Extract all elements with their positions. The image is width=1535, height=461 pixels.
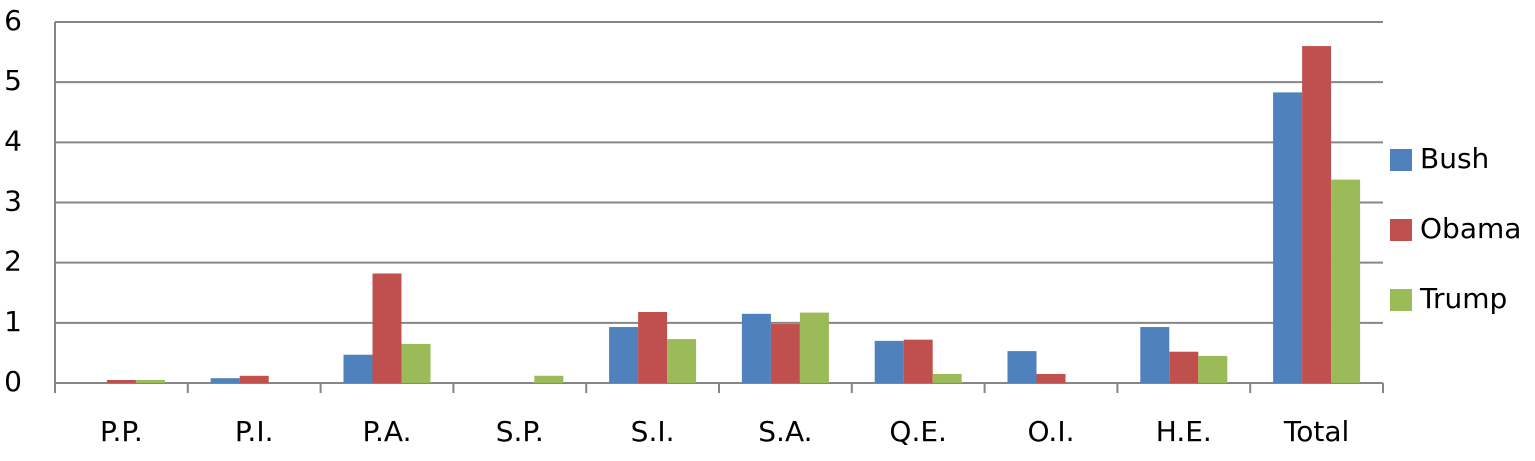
bar xyxy=(1302,46,1332,384)
legend-label: Obama xyxy=(1420,212,1521,245)
bar xyxy=(874,340,904,383)
x-tick-label: Q.E. xyxy=(889,415,947,448)
y-tick-label: 0 xyxy=(4,365,22,398)
bar xyxy=(401,343,431,383)
bar xyxy=(135,379,165,383)
x-tick-label: H.E. xyxy=(1156,415,1212,448)
bar xyxy=(239,375,269,383)
bar xyxy=(1140,327,1170,383)
y-tick-label: 1 xyxy=(4,305,22,338)
x-tick-label: S.I. xyxy=(631,415,675,448)
bar xyxy=(534,375,564,383)
x-tick-label: O.I. xyxy=(1028,415,1075,448)
bar xyxy=(667,339,697,383)
legend-label: Trump xyxy=(1419,282,1507,315)
y-tick-label: 2 xyxy=(4,245,22,278)
bar xyxy=(1169,351,1199,383)
x-tick-label: P.P. xyxy=(100,415,143,448)
legend-swatch xyxy=(1390,149,1412,171)
bar xyxy=(343,354,373,383)
x-tick-label: S.P. xyxy=(496,415,544,448)
bar xyxy=(903,339,933,383)
x-tick-label: P.A. xyxy=(363,415,412,448)
bar xyxy=(106,379,136,383)
legend-swatch xyxy=(1390,219,1412,241)
bar xyxy=(1007,351,1037,383)
bar xyxy=(638,312,668,383)
x-tick-label: P.I. xyxy=(235,415,274,448)
x-tick-label: Total xyxy=(1283,415,1349,448)
bar xyxy=(799,312,829,383)
legend-label: Bush xyxy=(1420,142,1489,175)
bar xyxy=(932,373,962,383)
bar xyxy=(741,313,771,383)
x-tick-label: S.A. xyxy=(758,415,812,448)
bar xyxy=(1331,179,1361,383)
y-tick-label: 5 xyxy=(4,64,22,97)
legend-swatch xyxy=(1390,289,1412,311)
y-tick-label: 3 xyxy=(4,185,22,218)
bar xyxy=(1273,92,1303,384)
bar xyxy=(372,273,402,383)
bar xyxy=(770,324,800,383)
bar xyxy=(210,378,240,383)
y-tick-label: 4 xyxy=(4,124,22,157)
bar xyxy=(1198,355,1228,383)
y-tick-label: 6 xyxy=(4,4,22,37)
bar xyxy=(609,327,639,383)
bar xyxy=(1036,373,1066,383)
